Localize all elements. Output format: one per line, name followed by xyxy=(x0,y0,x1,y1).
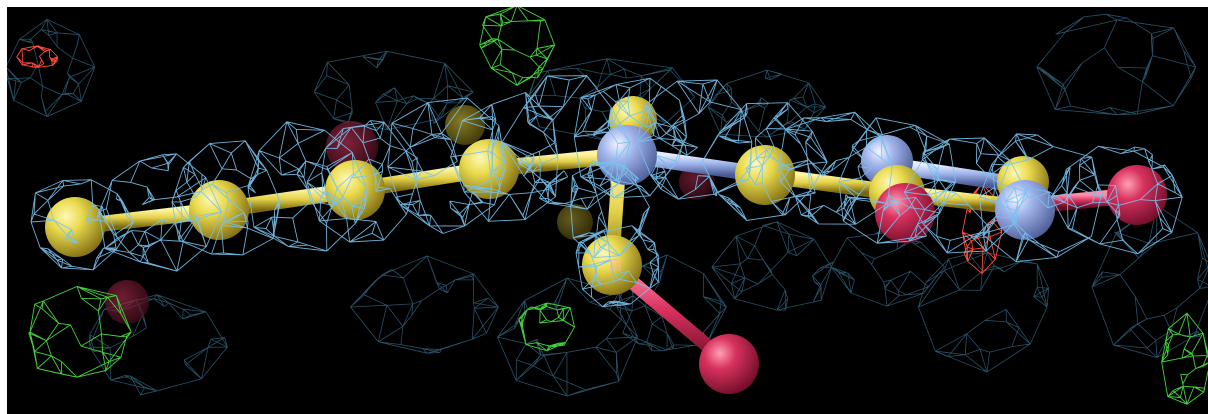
background-density-mesh xyxy=(7,13,1208,397)
3d-scene-canvas[interactable] xyxy=(7,7,1208,414)
electron-density-mesh xyxy=(30,75,1183,308)
oxygen-atom xyxy=(1107,165,1167,225)
atom-center-marker-icon xyxy=(610,259,621,271)
molecule-render[interactable] xyxy=(7,7,1208,414)
carbon-atom xyxy=(325,160,385,220)
oxygen-atom xyxy=(699,334,759,394)
carbon-atom xyxy=(45,197,105,257)
positive-difference-mesh xyxy=(28,7,1208,405)
